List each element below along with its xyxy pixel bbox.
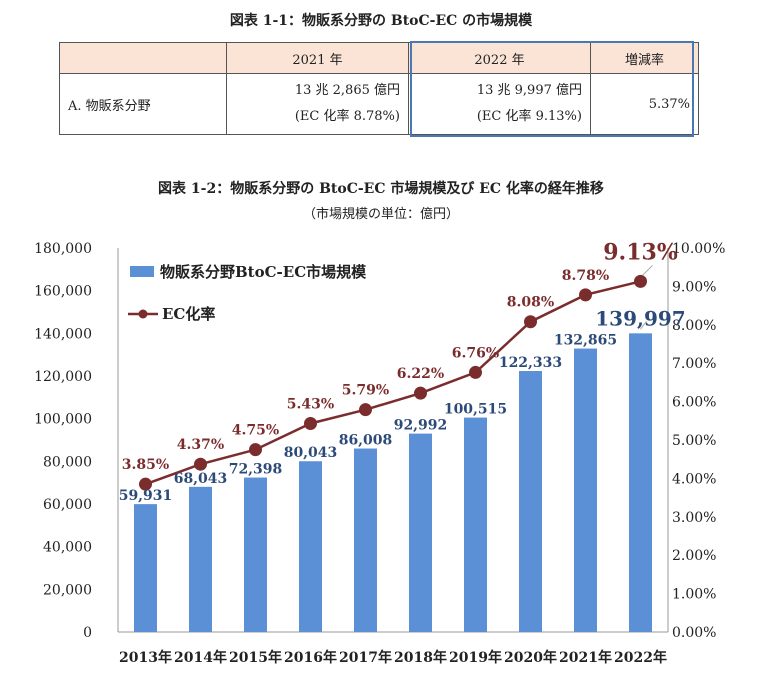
- cell-2022-amount: 13 兆 9,997 億円: [476, 83, 582, 98]
- y-left-tick-label: 60,000: [43, 497, 92, 513]
- y-left-tick-label: 100,000: [34, 412, 92, 428]
- bar-2022年: [629, 333, 652, 632]
- y-right-tick-label: 5.00%: [672, 433, 716, 449]
- bar-2018年: [409, 433, 432, 632]
- legend-bar-swatch: [130, 266, 154, 277]
- y-left-tick-label: 120,000: [34, 369, 92, 385]
- x-tick-label: 2022年: [614, 649, 667, 666]
- y-left-tick-label: 180,000: [34, 241, 92, 257]
- chart-subtitle: （市場規模の単位：億円）: [302, 207, 459, 222]
- y-right-tick-label: 3.00%: [672, 510, 716, 526]
- bar-2020年: [519, 371, 542, 632]
- bar-2017年: [354, 448, 377, 632]
- bar-value-label: 139,997: [595, 306, 685, 330]
- y-right-tick-label: 0.00%: [672, 625, 716, 641]
- bar-value-label: 80,043: [284, 445, 338, 461]
- bar-2019年: [464, 417, 487, 632]
- cell-2021-amount: 13 兆 2,865 億円: [294, 83, 400, 98]
- ec-rate-value-label: 5.43%: [287, 396, 334, 412]
- bar-value-label: 72,398: [229, 462, 283, 478]
- bar-2013年: [134, 504, 157, 632]
- ec-rate-point-2022年: [634, 274, 647, 288]
- table-header-change: 増減率: [590, 42, 699, 74]
- ec-rate-point-2018年: [414, 386, 427, 400]
- legend-line-marker: [138, 309, 148, 319]
- ec-rate-value-label: 6.76%: [452, 345, 499, 361]
- ec-rate-point-2014年: [194, 457, 207, 471]
- cell-2021-rate: (EC 化率 8.78%): [294, 109, 400, 124]
- bar-label-leader: [640, 321, 647, 330]
- table-header-2021: 2021 年: [226, 42, 409, 74]
- bar-value-label: 59,931: [119, 488, 173, 504]
- x-tick-label: 2017年: [339, 649, 392, 666]
- table-title: 図表 1-1：物販系分野の BtoC-EC の市場規模: [229, 13, 533, 29]
- x-tick-label: 2014年: [174, 649, 227, 666]
- y-left-tick-label: 140,000: [34, 326, 92, 342]
- ec-rate-value-label: 8.08%: [507, 295, 554, 311]
- bar-value-label: 122,333: [499, 355, 562, 371]
- legend-line-label: EC化率: [162, 305, 215, 323]
- bar-value-label: 100,515: [444, 402, 507, 418]
- x-tick-label: 2015年: [229, 649, 282, 666]
- cell-change: 5.37%: [590, 73, 699, 135]
- y-left-tick-label: 160,000: [34, 284, 92, 300]
- combo-chart: 0 20,000 40,000 60,000 80,000 100,000 120,000 1…: [34, 239, 725, 666]
- ec-rate-line: [145, 280, 641, 486]
- bar-value-label: 92,992: [394, 418, 448, 434]
- x-tick-label: 2021年: [559, 649, 612, 666]
- y-right-tick-label: 7.00%: [672, 356, 716, 372]
- y-left-tick-label: 40,000: [43, 540, 92, 556]
- x-tick-label: 2016年: [284, 649, 337, 666]
- ec-rate-point-2021年: [579, 288, 592, 302]
- bar-2015年: [244, 477, 267, 632]
- ec-rate-value-label: 3.85%: [122, 457, 169, 473]
- y-right-tick-label: 10.00%: [672, 241, 725, 257]
- legend-bar-label: 物販系分野BtoC-EC市場規模: [160, 263, 367, 281]
- x-tick-label: 2019年: [449, 649, 502, 666]
- y-right-tick-label: 4.00%: [672, 471, 716, 487]
- bar-2021年: [574, 348, 597, 632]
- cell-2022-rate: (EC 化率 9.13%): [476, 109, 582, 124]
- ec-rate-value-label: 8.78%: [562, 268, 609, 284]
- row-label: A. 物販系分野: [59, 73, 227, 135]
- bar-value-label: 132,865: [554, 333, 617, 349]
- table-header-blank: [59, 42, 227, 74]
- y-right-tick-label: 8.00%: [672, 318, 716, 334]
- ec-rate-point-2017年: [359, 403, 372, 417]
- y-right-tick-label: 6.00%: [672, 395, 716, 411]
- ec-rate-value-label: 4.75%: [232, 423, 279, 439]
- x-tick-label: 2013年: [119, 649, 172, 666]
- bar-2014年: [189, 486, 212, 632]
- ec-rate-point-2015年: [249, 443, 262, 457]
- y-right-tick-label: 9.00%: [672, 279, 716, 295]
- table-row: A. 物販系分野 13 兆 2,865 億円 (EC 化率 8.78%) 13 …: [59, 73, 699, 135]
- table-header-row: 2021 年 2022 年 増減率: [59, 42, 699, 74]
- ec-rate-point-2019年: [469, 365, 482, 379]
- x-tick-label: 2018年: [394, 649, 447, 666]
- chart-title: 図表 1-2：物販系分野の BtoC-EC 市場規模及び EC 化率の経年推移: [158, 181, 604, 197]
- ec-rate-value-label: 5.79%: [342, 383, 389, 399]
- x-tick-label: 2020年: [504, 649, 557, 666]
- y-left-tick-label: 0: [83, 625, 92, 641]
- ec-rate-value-label: 9.13%: [603, 239, 678, 265]
- bar-value-label: 68,043: [174, 471, 228, 487]
- y-right-tick-label: 1.00%: [672, 587, 716, 603]
- ec-rate-value-label: 4.37%: [177, 437, 224, 453]
- rate-label-leader: [642, 265, 653, 276]
- table-header-2022: 2022 年: [408, 42, 591, 74]
- ec-rate-point-2020年: [524, 315, 537, 329]
- ec-rate-point-2016年: [304, 416, 317, 430]
- summary-table: 2021 年 2022 年 増減率 A. 物販系分野 13 兆 2,865 億円…: [59, 42, 699, 135]
- y-right-tick-label: 2.00%: [672, 548, 716, 564]
- cell-2022: 13 兆 9,997 億円 (EC 化率 9.13%): [408, 73, 591, 135]
- y-left-tick-label: 20,000: [43, 582, 92, 598]
- bar-2016年: [299, 461, 322, 632]
- ec-rate-value-label: 6.22%: [397, 366, 444, 382]
- ec-rate-point-2013年: [139, 477, 152, 491]
- bar-value-label: 86,008: [339, 433, 393, 449]
- y-left-tick-label: 80,000: [43, 454, 92, 470]
- cell-2021: 13 兆 2,865 億円 (EC 化率 8.78%): [226, 73, 409, 135]
